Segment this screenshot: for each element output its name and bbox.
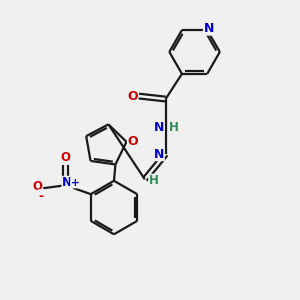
Text: N: N xyxy=(154,148,164,160)
Text: O: O xyxy=(128,135,138,148)
Text: +: + xyxy=(71,178,80,188)
Text: N: N xyxy=(154,121,164,134)
Text: N: N xyxy=(62,176,72,189)
Text: O: O xyxy=(127,90,138,103)
Text: N: N xyxy=(203,22,214,35)
Text: O: O xyxy=(61,152,70,164)
Text: H: H xyxy=(149,174,159,187)
Text: -: - xyxy=(38,190,43,203)
Text: H: H xyxy=(169,121,179,134)
Text: O: O xyxy=(32,180,42,193)
